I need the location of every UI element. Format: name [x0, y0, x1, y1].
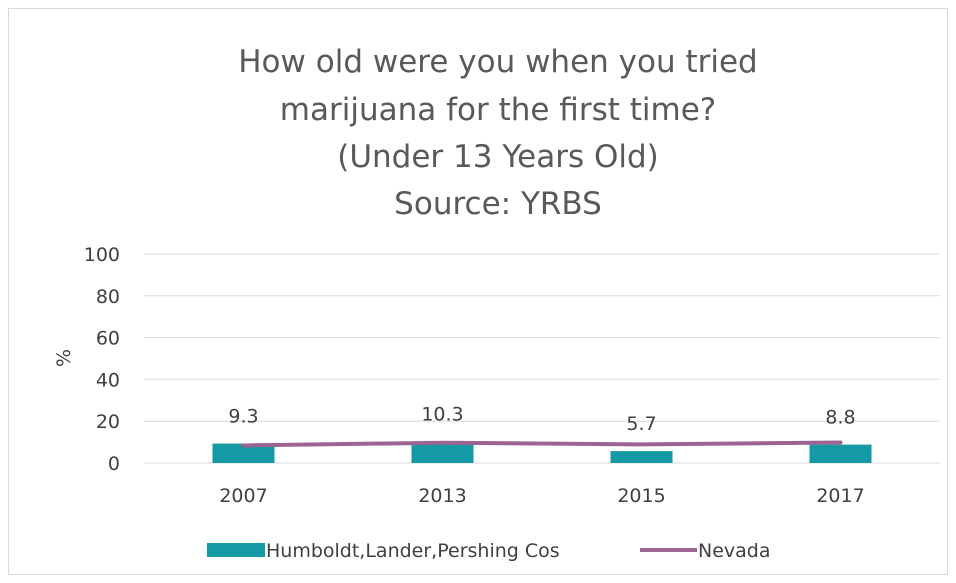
chart-title-line-1: How old were you when you tried [238, 44, 757, 80]
chart-title-line-3: (Under 13 Years Old) [337, 139, 659, 175]
bar [212, 443, 275, 463]
line-series [241, 440, 843, 448]
x-tick-label: 2007 [219, 485, 267, 507]
chart-title-line-4: Source: YRBS [394, 186, 602, 222]
legend-label-line: Nevada [698, 540, 771, 562]
data-labels: 9.3 10.3 5.7 8.8 [228, 403, 855, 435]
y-tick-label: 40 [96, 369, 120, 391]
bar [411, 441, 474, 463]
data-label: 5.7 [626, 413, 656, 435]
x-tick-label: 2017 [816, 485, 864, 507]
nevada-line [241, 440, 843, 448]
bar [809, 444, 872, 463]
x-tick-label: 2013 [418, 485, 466, 507]
y-tick-label: 20 [96, 411, 120, 433]
chart-title: How old were you when you tried marijuan… [238, 44, 757, 222]
x-axis-ticks: 2007 2013 2015 2017 [219, 485, 864, 507]
y-axis-label: % [53, 349, 75, 367]
y-axis-ticks: 0 20 40 60 80 100 [84, 244, 120, 475]
bar [610, 451, 673, 463]
y-tick-label: 80 [96, 286, 120, 308]
chart-frame [8, 8, 948, 575]
legend-label-bar: Humboldt,Lander,Pershing Cos [266, 540, 560, 562]
data-label: 10.3 [421, 403, 463, 425]
y-tick-label: 100 [84, 244, 120, 266]
bar-series [212, 441, 872, 463]
y-tick-label: 0 [108, 453, 120, 475]
legend-swatch-bar [207, 543, 265, 557]
x-tick-label: 2015 [617, 485, 665, 507]
data-label: 9.3 [228, 406, 258, 428]
legend: Humboldt,Lander,Pershing Cos Nevada [207, 540, 771, 562]
gridlines [144, 253, 940, 464]
y-tick-label: 60 [96, 328, 120, 350]
chart-title-line-2: marijuana for the first time? [280, 92, 716, 128]
data-label: 8.8 [825, 407, 855, 429]
